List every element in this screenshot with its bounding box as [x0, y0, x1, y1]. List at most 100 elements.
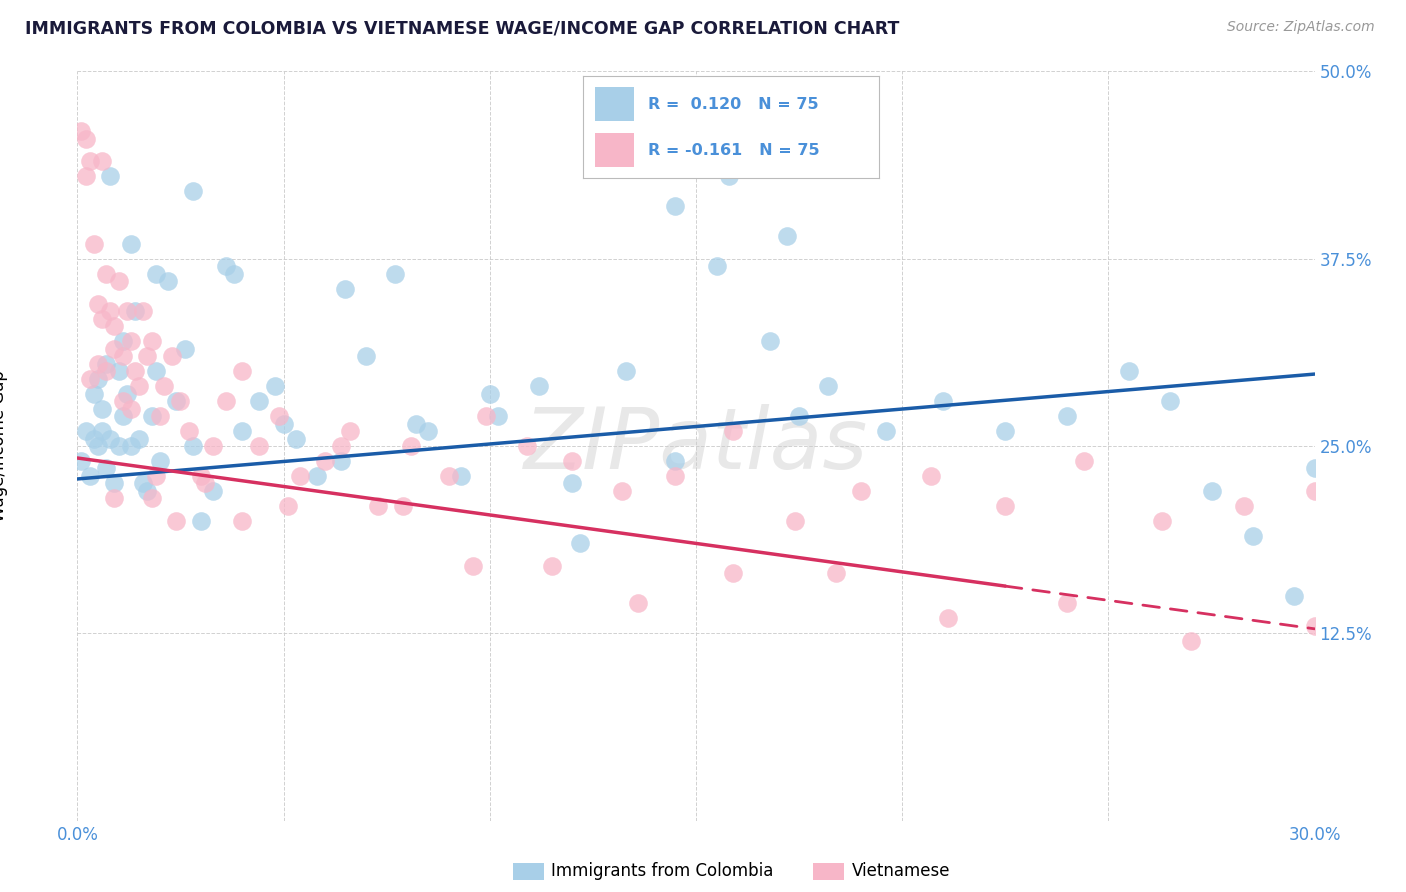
Point — [339, 424, 361, 438]
Point — [190, 514, 212, 528]
Point — [1201, 483, 1223, 498]
Point — [96, 357, 118, 371]
Point — [177, 424, 200, 438]
Point — [96, 461, 118, 475]
Point — [776, 229, 799, 244]
Point — [825, 566, 848, 581]
Point — [75, 169, 97, 184]
Text: R =  0.120   N = 75: R = 0.120 N = 75 — [648, 96, 820, 112]
Point — [569, 536, 592, 550]
Point — [706, 259, 728, 273]
Point — [124, 364, 146, 378]
Point — [141, 334, 163, 348]
Point — [335, 282, 357, 296]
Point — [247, 439, 270, 453]
Point — [149, 454, 172, 468]
Point — [87, 357, 110, 371]
Point — [474, 409, 496, 423]
Point — [165, 514, 187, 528]
Point — [486, 409, 509, 423]
Point — [75, 132, 97, 146]
Point — [190, 469, 212, 483]
Point — [516, 439, 538, 453]
Point — [330, 439, 353, 453]
Point — [1303, 619, 1326, 633]
Point — [561, 476, 583, 491]
Point — [721, 424, 744, 438]
Point — [132, 304, 155, 318]
Point — [115, 304, 138, 318]
Point — [136, 483, 159, 498]
Point — [1150, 514, 1173, 528]
Point — [1282, 589, 1305, 603]
Point — [136, 349, 159, 363]
Y-axis label: Wage/Income Gap: Wage/Income Gap — [0, 370, 8, 522]
Point — [79, 371, 101, 385]
Point — [849, 483, 872, 498]
Point — [91, 401, 114, 416]
Point — [111, 334, 134, 348]
Point — [202, 439, 225, 453]
Point — [401, 439, 423, 453]
Point — [664, 199, 686, 213]
Point — [875, 424, 897, 438]
Point — [103, 476, 125, 491]
Point — [478, 386, 501, 401]
Point — [103, 319, 125, 334]
FancyBboxPatch shape — [595, 87, 634, 121]
Point — [610, 483, 633, 498]
Point — [936, 611, 959, 625]
Point — [215, 394, 238, 409]
Point — [392, 499, 415, 513]
Point — [70, 124, 93, 138]
Point — [149, 409, 172, 423]
Point — [721, 566, 744, 581]
Point — [169, 394, 191, 409]
Point — [717, 169, 740, 184]
Point — [231, 514, 253, 528]
Text: IMMIGRANTS FROM COLOMBIA VS VIETNAMESE WAGE/INCOME GAP CORRELATION CHART: IMMIGRANTS FROM COLOMBIA VS VIETNAMESE W… — [25, 20, 900, 37]
Point — [145, 267, 167, 281]
Point — [98, 169, 121, 184]
Point — [994, 424, 1017, 438]
Point — [354, 349, 377, 363]
Point — [111, 349, 134, 363]
Point — [120, 401, 142, 416]
Point — [1233, 499, 1256, 513]
Text: Immigrants from Colombia: Immigrants from Colombia — [551, 863, 773, 880]
Point — [1118, 364, 1140, 378]
Point — [1303, 461, 1326, 475]
Point — [305, 469, 328, 483]
Text: Vietnamese: Vietnamese — [852, 863, 950, 880]
Point — [91, 424, 114, 438]
Point — [783, 514, 806, 528]
Text: R = -0.161   N = 75: R = -0.161 N = 75 — [648, 143, 820, 158]
Text: ZIPatlas: ZIPatlas — [524, 404, 868, 488]
Point — [79, 154, 101, 169]
Point — [529, 379, 551, 393]
Point — [231, 424, 253, 438]
Point — [614, 364, 637, 378]
Point — [273, 417, 295, 431]
Point — [70, 454, 93, 468]
Point — [416, 424, 439, 438]
Point — [181, 184, 204, 198]
Point — [111, 409, 134, 423]
Point — [120, 334, 142, 348]
Point — [98, 304, 121, 318]
Point — [83, 386, 105, 401]
Point — [96, 267, 118, 281]
Point — [269, 409, 291, 423]
Point — [450, 469, 472, 483]
Point — [1241, 529, 1264, 543]
Point — [128, 432, 150, 446]
Point — [247, 394, 270, 409]
Point — [83, 432, 105, 446]
Point — [817, 379, 839, 393]
Point — [561, 454, 583, 468]
Point — [115, 386, 138, 401]
Point — [83, 236, 105, 251]
Point — [384, 267, 406, 281]
Point — [202, 483, 225, 498]
Point — [141, 409, 163, 423]
